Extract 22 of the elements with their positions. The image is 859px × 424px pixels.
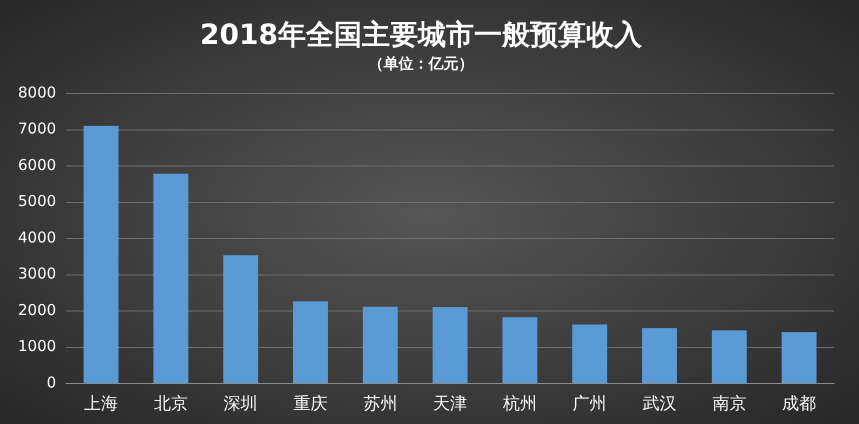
- y-tick-label: 2000: [18, 300, 56, 319]
- x-tick-label: 深圳: [224, 394, 258, 414]
- y-tick-label: 5000: [18, 192, 56, 210]
- chart-title: 2018年全国主要城市一般预算收入: [200, 18, 643, 52]
- x-tick-label: 南京: [712, 394, 746, 414]
- x-tick-label: 苏州: [363, 394, 398, 414]
- y-tick-label: 3000: [18, 264, 56, 283]
- x-tick-label: 重庆: [293, 394, 328, 414]
- x-tick-label: 杭州: [502, 394, 537, 414]
- y-tick-label: 4000: [18, 228, 56, 246]
- y-tick-label: 8000: [18, 83, 56, 102]
- y-tick-label: 0: [46, 373, 56, 392]
- y-tick-label: 1000: [18, 337, 56, 356]
- y-tick-label: 6000: [18, 156, 56, 174]
- x-tick-label: 上海: [84, 394, 118, 414]
- x-tick-label: 广州: [572, 394, 607, 414]
- y-tick-label: 7000: [18, 120, 56, 138]
- x-tick-label: 北京: [154, 394, 188, 414]
- x-tick-label: 成都: [782, 394, 816, 414]
- x-tick-label: 武汉: [642, 394, 676, 414]
- chart-subtitle: （单位：亿元）: [368, 54, 474, 72]
- x-tick-label: 天津: [433, 394, 468, 414]
